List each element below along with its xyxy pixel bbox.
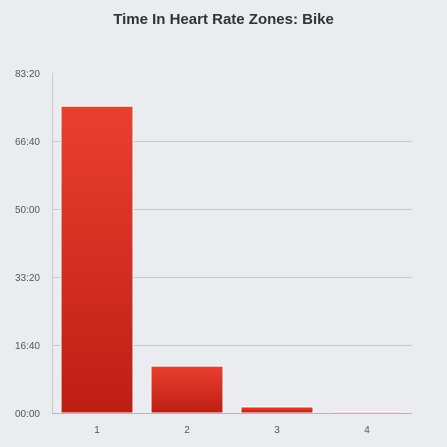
y-tick-label: 50:00	[15, 205, 40, 216]
y-tick-label: 66:40	[15, 137, 40, 148]
x-tick-label: 1	[94, 425, 100, 436]
bars	[60, 105, 404, 414]
y-tick-label: 33:20	[15, 273, 40, 284]
x-tick-label: 4	[364, 425, 370, 436]
y-tick-label: 16:40	[15, 341, 40, 352]
bar-zone-3[interactable]	[240, 406, 314, 414]
chart-title: Time In Heart Rate Zones: Bike	[113, 11, 334, 28]
axes	[52, 73, 412, 414]
y-tick-label: 83:20	[15, 69, 40, 80]
bar-zone-1[interactable]	[60, 105, 134, 414]
x-tick-label: 2	[184, 425, 190, 436]
bar-zone-4[interactable]	[330, 411, 404, 414]
tick-labels: 00:00 16:40 33:20 50:00 66:40 83:20 1 2 3 4	[15, 69, 370, 436]
x-tick-label: 3	[274, 425, 280, 436]
y-tick-label: 00:00	[15, 409, 40, 420]
bar-zone-2[interactable]	[150, 365, 224, 414]
